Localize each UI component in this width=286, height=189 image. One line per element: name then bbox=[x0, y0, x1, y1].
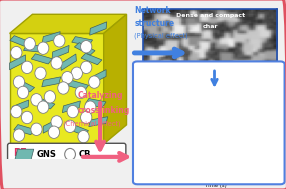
Polygon shape bbox=[104, 14, 126, 144]
Polygon shape bbox=[9, 33, 104, 144]
Text: CB: CB bbox=[78, 149, 91, 159]
Polygon shape bbox=[67, 124, 88, 136]
Polygon shape bbox=[42, 77, 61, 87]
Circle shape bbox=[81, 111, 92, 124]
Polygon shape bbox=[61, 54, 76, 70]
Polygon shape bbox=[34, 98, 55, 109]
Circle shape bbox=[81, 61, 92, 74]
Polygon shape bbox=[9, 14, 126, 33]
Circle shape bbox=[81, 40, 92, 53]
Circle shape bbox=[51, 116, 62, 128]
Text: crosslinking: crosslinking bbox=[77, 106, 130, 115]
Circle shape bbox=[64, 120, 76, 132]
Circle shape bbox=[51, 57, 62, 69]
Polygon shape bbox=[89, 117, 108, 127]
Circle shape bbox=[35, 67, 46, 79]
FancyBboxPatch shape bbox=[133, 61, 285, 184]
Circle shape bbox=[54, 35, 65, 47]
Polygon shape bbox=[14, 125, 35, 135]
Y-axis label: Heat release rate (kW/m²): Heat release rate (kW/m²) bbox=[134, 106, 138, 160]
Polygon shape bbox=[90, 22, 107, 35]
Polygon shape bbox=[90, 70, 106, 84]
Circle shape bbox=[75, 86, 86, 99]
Circle shape bbox=[21, 111, 33, 124]
Circle shape bbox=[37, 42, 49, 54]
Polygon shape bbox=[15, 149, 34, 160]
Circle shape bbox=[17, 86, 29, 99]
Circle shape bbox=[85, 101, 96, 113]
Text: (Physical effect): (Physical effect) bbox=[134, 32, 188, 39]
Text: GNS: GNS bbox=[37, 149, 56, 159]
Circle shape bbox=[89, 76, 100, 88]
Circle shape bbox=[44, 91, 55, 103]
Circle shape bbox=[37, 101, 49, 113]
Circle shape bbox=[78, 130, 89, 143]
Polygon shape bbox=[81, 53, 102, 65]
Legend: PE, 3GNS5CB: PE, 3GNS5CB bbox=[247, 95, 275, 106]
Circle shape bbox=[24, 38, 35, 50]
Circle shape bbox=[65, 148, 76, 160]
Polygon shape bbox=[43, 118, 59, 133]
Circle shape bbox=[67, 105, 78, 118]
Circle shape bbox=[31, 123, 42, 136]
Circle shape bbox=[21, 61, 33, 74]
FancyBboxPatch shape bbox=[7, 143, 126, 168]
X-axis label: Time (s): Time (s) bbox=[205, 184, 227, 188]
Text: Network: Network bbox=[134, 6, 171, 15]
Polygon shape bbox=[23, 45, 44, 52]
Polygon shape bbox=[85, 98, 106, 108]
Polygon shape bbox=[31, 54, 52, 64]
Circle shape bbox=[48, 126, 59, 138]
Text: PE: PE bbox=[14, 148, 27, 158]
Polygon shape bbox=[10, 36, 31, 47]
Circle shape bbox=[13, 129, 25, 141]
Polygon shape bbox=[62, 101, 80, 113]
Text: Dense and compact: Dense and compact bbox=[176, 13, 245, 18]
Circle shape bbox=[71, 67, 82, 79]
Circle shape bbox=[13, 76, 25, 88]
Polygon shape bbox=[12, 100, 29, 113]
Text: GNS/CB: GNS/CB bbox=[190, 69, 231, 79]
Text: Catalyzing: Catalyzing bbox=[77, 91, 123, 100]
Polygon shape bbox=[42, 32, 60, 43]
Circle shape bbox=[11, 46, 22, 59]
Text: (Chemical effect): (Chemical effect) bbox=[63, 121, 120, 127]
Polygon shape bbox=[14, 79, 35, 92]
Polygon shape bbox=[9, 55, 25, 70]
Polygon shape bbox=[52, 45, 69, 59]
Circle shape bbox=[31, 94, 42, 106]
Circle shape bbox=[62, 71, 73, 84]
Text: char: char bbox=[202, 24, 218, 29]
Polygon shape bbox=[72, 37, 93, 46]
Polygon shape bbox=[74, 43, 95, 55]
Polygon shape bbox=[67, 80, 89, 91]
Circle shape bbox=[58, 82, 69, 94]
Circle shape bbox=[11, 105, 22, 118]
Text: structure: structure bbox=[134, 19, 174, 28]
